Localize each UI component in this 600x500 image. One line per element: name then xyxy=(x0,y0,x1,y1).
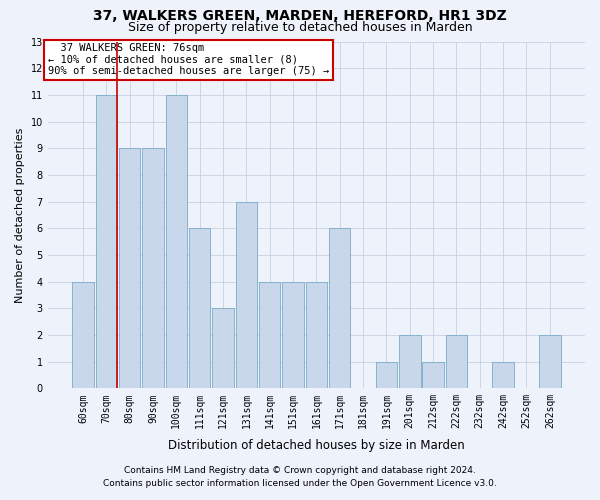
Bar xyxy=(283,282,304,389)
Bar xyxy=(212,308,234,388)
Bar xyxy=(399,335,421,388)
X-axis label: Distribution of detached houses by size in Marden: Distribution of detached houses by size … xyxy=(168,440,465,452)
Text: 37 WALKERS GREEN: 76sqm
← 10% of detached houses are smaller (8)
90% of semi-det: 37 WALKERS GREEN: 76sqm ← 10% of detache… xyxy=(48,43,329,76)
Y-axis label: Number of detached properties: Number of detached properties xyxy=(15,127,25,302)
Bar xyxy=(376,362,397,388)
Text: Size of property relative to detached houses in Marden: Size of property relative to detached ho… xyxy=(128,21,472,34)
Bar xyxy=(72,282,94,389)
Bar xyxy=(493,362,514,388)
Text: 37, WALKERS GREEN, MARDEN, HEREFORD, HR1 3DZ: 37, WALKERS GREEN, MARDEN, HEREFORD, HR1… xyxy=(93,9,507,23)
Bar xyxy=(446,335,467,388)
Bar xyxy=(119,148,140,388)
Bar xyxy=(236,202,257,388)
Bar xyxy=(166,95,187,388)
Bar xyxy=(95,95,117,388)
Bar xyxy=(189,228,211,388)
Bar xyxy=(422,362,444,388)
Bar xyxy=(305,282,327,389)
Bar xyxy=(142,148,164,388)
Bar xyxy=(329,228,350,388)
Bar xyxy=(259,282,280,389)
Text: Contains HM Land Registry data © Crown copyright and database right 2024.
Contai: Contains HM Land Registry data © Crown c… xyxy=(103,466,497,487)
Bar xyxy=(539,335,560,388)
